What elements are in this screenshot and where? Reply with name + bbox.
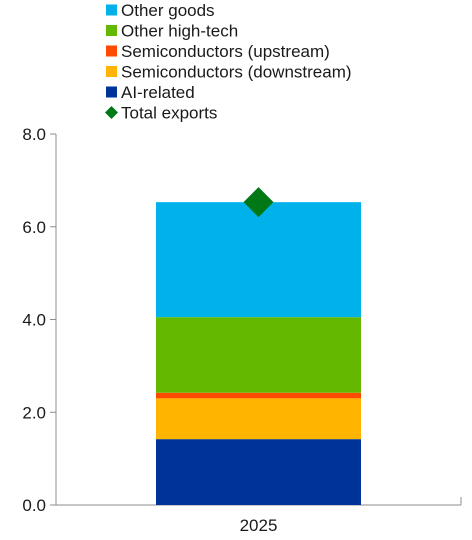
y-tick-label: 6.0: [22, 218, 46, 237]
bar-segment-semiconductors-upstream: [156, 392, 361, 399]
bar-segment-other-goods: [156, 202, 361, 318]
legend-label-semiconductors-upstream: Semiconductors (upstream): [121, 42, 330, 61]
legend-swatch-semiconductors-upstream: [106, 45, 117, 57]
y-tick-label: 4.0: [22, 311, 46, 330]
y-ticks: 0.0 2.0 4.0 6.0 8.0: [22, 125, 56, 515]
legend-swatch-other-high-tech: [106, 25, 117, 36]
markers: [243, 187, 274, 218]
bar-segment-semiconductors-downstream: [156, 398, 361, 440]
y-tick-label: 8.0: [22, 125, 46, 144]
legend-swatch-semiconductors-downstream: [106, 66, 117, 77]
bar-segment-ai-related: [156, 439, 361, 505]
axes: 0.0 2.0 4.0 6.0 8.0: [22, 125, 462, 515]
bars: [156, 202, 361, 505]
bar-segment-other-high-tech: [156, 317, 361, 393]
legend-label-other-goods: Other goods: [121, 1, 215, 20]
legend-label-ai-related: AI-related: [121, 83, 195, 102]
legend-label-other-high-tech: Other high-tech: [121, 22, 238, 41]
marker-total-exports: [243, 187, 274, 218]
legend-label-semiconductors-downstream: Semiconductors (downstream): [121, 63, 352, 82]
category-labels: 2025: [240, 516, 278, 535]
legend-swatch-other-goods: [106, 4, 117, 16]
legend-swatch-ai-related: [106, 86, 117, 98]
y-tick-label: 0.0: [22, 496, 46, 515]
legend-swatch-total-exports: [105, 106, 118, 119]
legend-label-total-exports: Total exports: [121, 104, 217, 123]
x-category-label: 2025: [240, 516, 278, 535]
y-tick-label: 2.0: [22, 403, 46, 422]
